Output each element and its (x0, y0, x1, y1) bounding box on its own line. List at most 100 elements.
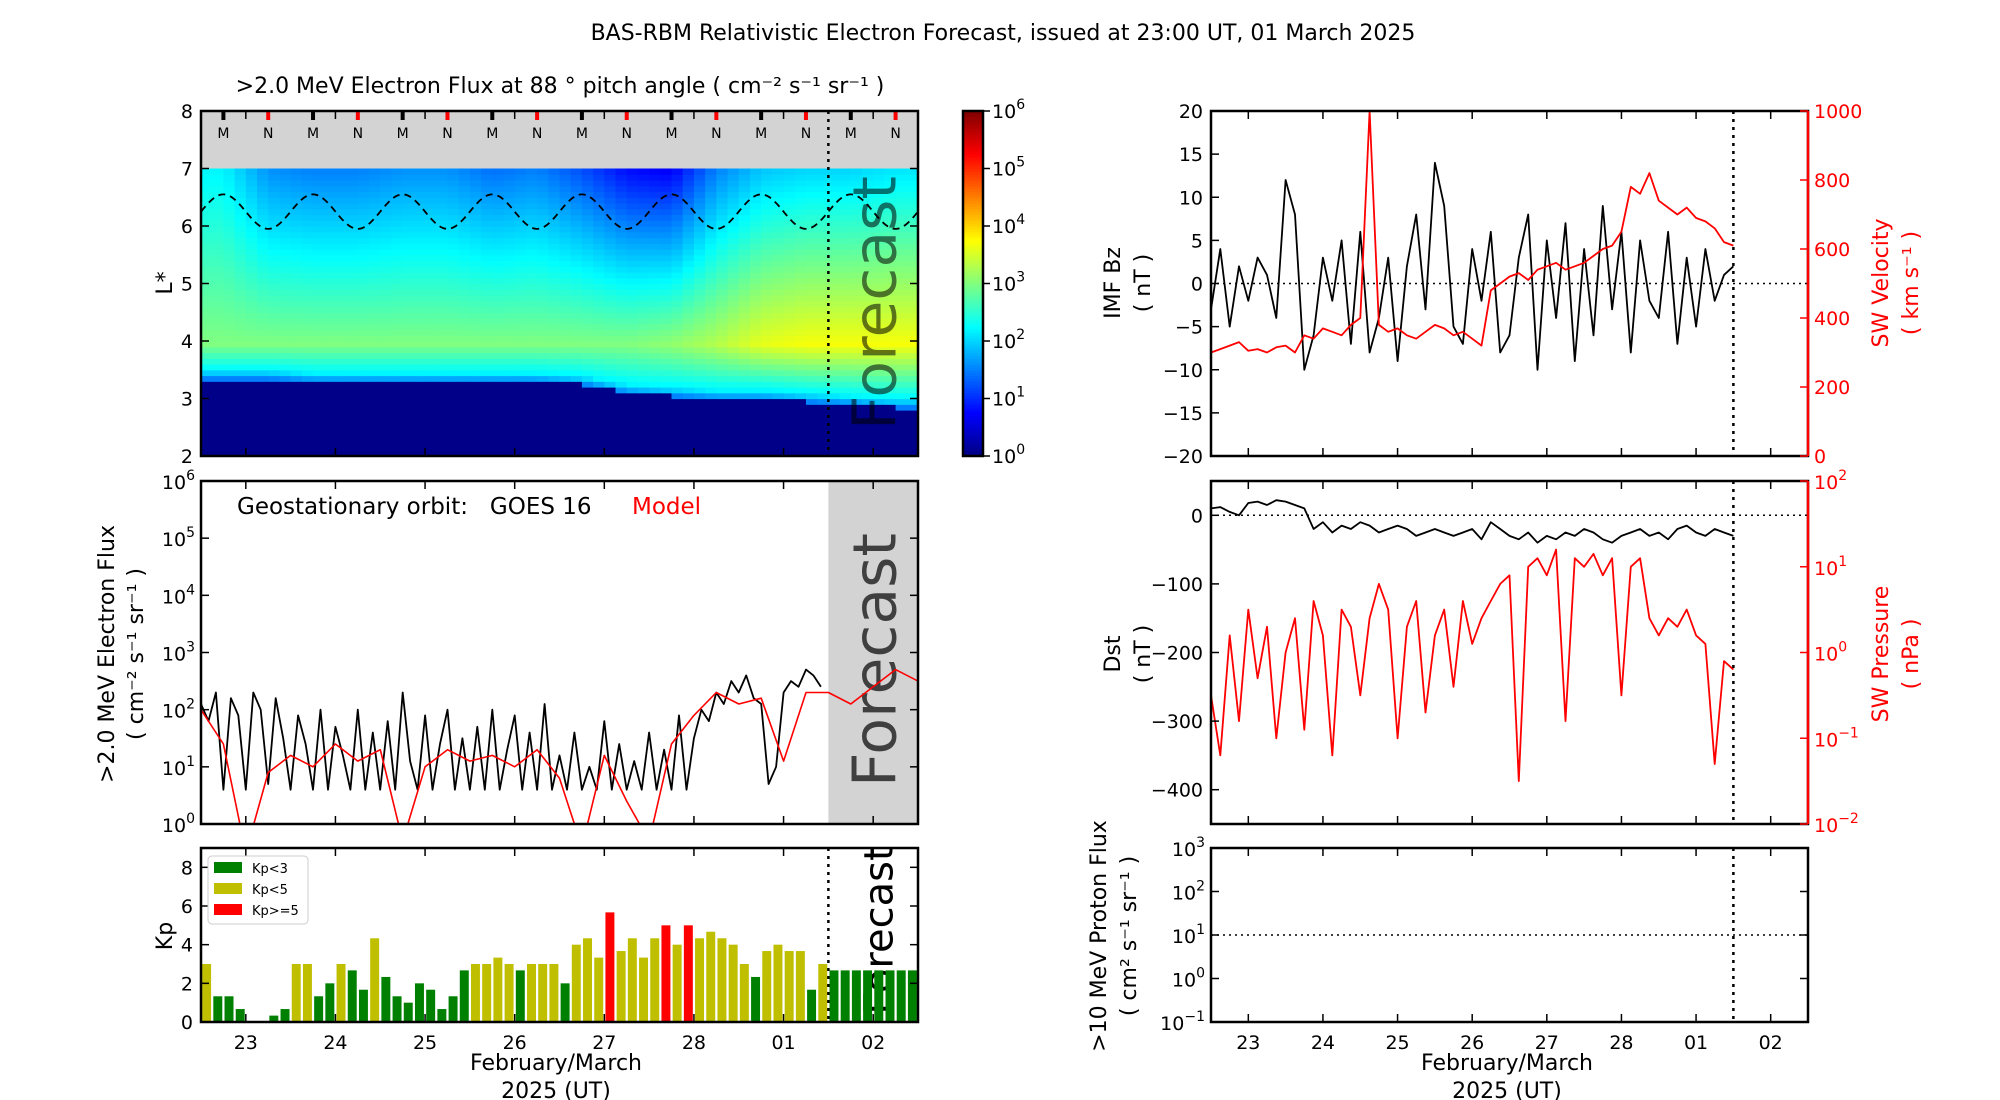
heatmap-cell (268, 254, 281, 262)
heatmap-cell (772, 318, 785, 325)
heatmap-cell (895, 415, 908, 423)
heatmap-cell (212, 306, 225, 313)
heatmap-cell (402, 260, 415, 267)
heatmap-cell (615, 398, 628, 405)
colorbar-segment (963, 217, 983, 221)
heatmap-cell (671, 249, 684, 256)
heatmap-cell (234, 295, 247, 302)
heatmap-cell (783, 427, 796, 434)
heatmap-cell (693, 231, 706, 239)
heatmap-cell (212, 174, 225, 181)
heatmap-cell (895, 410, 908, 417)
heatmap-cell (481, 203, 493, 210)
heatmap-cell (716, 369, 729, 377)
heatmap-cell (671, 392, 684, 400)
heatmap-cell (492, 444, 505, 451)
heatmap-cell (649, 272, 661, 279)
heatmap-cell (772, 283, 785, 290)
heatmap-cell (604, 323, 617, 331)
heatmap-cell (514, 272, 527, 279)
heatmap-cell (705, 438, 717, 446)
heatmap-cell (861, 410, 874, 417)
heatmap-cell (313, 433, 325, 440)
heatmap-cell (481, 214, 493, 221)
heatmap-cell (783, 404, 796, 411)
heatmap-cell (223, 277, 236, 285)
heatmap-cell (324, 174, 337, 181)
heatmap-cell (637, 318, 650, 325)
heatmap-cell (234, 220, 247, 227)
heatmap-cell (772, 300, 785, 308)
heatmap-cell (503, 341, 516, 348)
heatmap-cell (693, 433, 706, 440)
heatmap-cell (761, 300, 773, 308)
heatmap-cell (682, 300, 695, 308)
heatmap-cell (469, 335, 482, 342)
heatmap-cell (783, 415, 796, 423)
heatmap-cell (223, 323, 236, 331)
colorbar-segment (963, 220, 983, 224)
heatmap-cell (828, 444, 841, 451)
heatmap-cell (245, 346, 258, 354)
mlt-marker-label: N (442, 126, 452, 142)
heatmap-cell (761, 335, 773, 342)
heatmap-cell (458, 237, 471, 244)
heatmap-cell (884, 415, 897, 423)
heatmap-cell (402, 335, 415, 342)
heatmap-cell (503, 208, 516, 216)
heatmap-cell (503, 358, 516, 365)
kp-bar (807, 989, 817, 1022)
heatmap-cell (873, 323, 885, 331)
heatmap-cell (593, 249, 605, 256)
heatmap-cell (637, 335, 650, 342)
heatmap-cell (257, 415, 269, 423)
heatmap-cell (369, 352, 381, 359)
heatmap-cell (884, 272, 897, 279)
heatmap-cell (223, 266, 236, 273)
heatmap-cell (839, 203, 852, 210)
heatmap-cell (716, 266, 729, 273)
heatmap-cell (391, 352, 404, 359)
kp-bar (493, 957, 503, 1022)
heatmap-cell (335, 381, 348, 388)
heatmap-cell (268, 415, 281, 423)
heatmap-cell (425, 329, 437, 336)
heatmap-cell (749, 329, 762, 336)
heatmap-cell (413, 323, 426, 331)
heatmap-cell (290, 300, 303, 308)
kp-bar (370, 938, 380, 1022)
heatmap-cell (682, 174, 695, 181)
heatmap-cell (245, 375, 258, 382)
heatmap-cell (313, 226, 325, 233)
heatmap-cell (425, 421, 437, 428)
heatmap-cell (436, 174, 449, 181)
heatmap-cell (861, 415, 874, 423)
heatmap-cell (705, 323, 717, 331)
heatmap-cell (324, 220, 337, 227)
heatmap-cell (413, 231, 426, 239)
heatmap-cell (380, 260, 393, 267)
heatmap-cell (671, 306, 684, 313)
heatmap-cell (503, 220, 516, 227)
heatmap-cell (682, 346, 695, 354)
colorbar-segment (963, 335, 983, 339)
heatmap-cell (693, 398, 706, 405)
heatmap-cell (570, 249, 583, 256)
heatmap-cell (593, 352, 605, 359)
heatmap-cell (593, 404, 605, 411)
y-tick-label: 3 (181, 389, 193, 411)
heatmap-cell (268, 260, 281, 267)
heatmap-cell (559, 249, 572, 256)
heatmap-cell (346, 249, 359, 256)
heatmap-cell (212, 208, 225, 216)
heatmap-cell (884, 226, 897, 233)
heatmap-cell (839, 295, 852, 302)
heatmap-cell (548, 254, 561, 262)
heatmap-cell (346, 444, 359, 451)
geo-ylabel-line2: ( cm⁻² s⁻¹ sr⁻¹ ) (124, 568, 149, 740)
heatmap-cell (727, 289, 740, 296)
heatmap-cell (279, 295, 292, 302)
heatmap-cell (425, 323, 437, 331)
heatmap-cell (436, 329, 449, 336)
heatmap-cell (436, 346, 449, 354)
